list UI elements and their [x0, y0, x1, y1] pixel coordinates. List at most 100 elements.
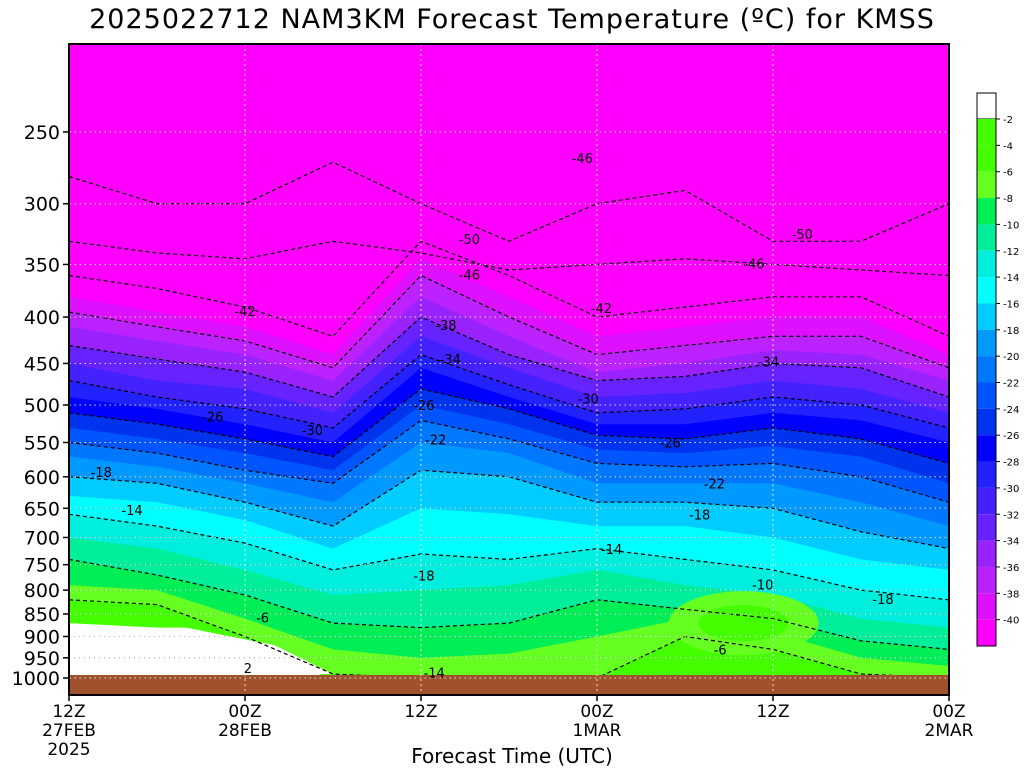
colorbar-label: -24: [1003, 405, 1019, 416]
colorbar-swatch: [977, 171, 996, 199]
contour-line: [69, 599, 897, 675]
x-axis-label: Forecast Time (UTC): [411, 744, 613, 768]
colorbar-label: -36: [1003, 563, 1019, 574]
x-tick-label: 28FEB: [218, 721, 272, 741]
x-tick-label: 1MAR: [573, 721, 622, 741]
colorbar-swatch: [977, 198, 996, 225]
contour-label: -50: [792, 228, 813, 243]
colorbar-label: -12: [1003, 247, 1019, 258]
colorbar-label: -6: [1003, 168, 1013, 179]
contour-line: [69, 419, 949, 503]
contour-line: [69, 469, 949, 550]
x-tick-label: 00Z: [932, 702, 965, 722]
contour-label: -34: [758, 356, 779, 371]
contour-label: -38: [435, 319, 456, 334]
contour-line: [69, 240, 949, 337]
y-tick-label: 750: [24, 555, 60, 577]
colorbar-swatch: [977, 329, 996, 357]
colorbar-label: -16: [1003, 299, 1019, 310]
colorbar-label: -28: [1003, 458, 1019, 469]
x-tick-label: 2MAR: [925, 721, 974, 741]
colorbar-swatch: [977, 514, 996, 541]
contour-label: -26: [660, 436, 681, 451]
contour-label: -18: [413, 570, 434, 585]
contour-label: -46: [459, 268, 480, 283]
y-tick-label: 450: [24, 353, 60, 375]
colorbar-label: -22: [1003, 379, 1019, 390]
colorbar-label: -34: [1003, 537, 1019, 548]
colorbar-swatch: [977, 145, 996, 172]
y-tick-label: 800: [24, 580, 60, 602]
colorbar-swatch: [977, 277, 996, 304]
colorbar-frame: [976, 92, 997, 647]
colorbar-label: -32: [1003, 510, 1019, 521]
colorbar-swatch: [977, 382, 996, 409]
y-tick-label: 850: [24, 604, 60, 626]
y-tick-label: 250: [24, 122, 60, 144]
x-tick-label: 27FEB: [42, 721, 96, 741]
contour-label: -18: [689, 508, 710, 523]
contour-line: [69, 240, 949, 277]
contour-line: [69, 316, 949, 398]
contour-label: -30: [302, 424, 323, 439]
contour-label: -22: [425, 434, 446, 449]
x-tick-label: 12Z: [756, 702, 789, 722]
colorbar-swatch: [977, 435, 996, 462]
colorbar-swatch: [977, 540, 996, 567]
contour-label: -14: [121, 504, 142, 519]
contour-line: [69, 274, 949, 369]
colorbar-swatch: [977, 119, 996, 146]
x-tick-label: 00Z: [228, 702, 261, 722]
colorbar-swatch: [977, 566, 996, 594]
contour-label: -26: [413, 399, 434, 414]
colorbar-swatch: [977, 224, 996, 251]
y-tick-label: 1000: [12, 668, 60, 690]
contour-label: -46: [572, 152, 593, 167]
y-tick-label: 300: [24, 194, 60, 216]
contour-label: -22: [704, 477, 725, 492]
y-tick-label: 500: [24, 395, 60, 417]
colorbar-label: -30: [1003, 484, 1019, 495]
grid-lines: [68, 44, 950, 695]
colorbar-label: -26: [1003, 431, 1019, 442]
y-tick-label: 350: [24, 254, 60, 276]
contour-label: -50: [459, 233, 480, 248]
contour-label: 2: [244, 662, 252, 677]
y-tick-label: 950: [24, 648, 60, 670]
colorbar-label: -40: [1003, 616, 1019, 627]
x-tick-label: 2025: [47, 740, 90, 760]
colorbar-label: -4: [1003, 141, 1013, 152]
contour-label: -6: [256, 612, 269, 627]
contour-label: -30: [578, 393, 599, 408]
colorbar-label: -38: [1003, 589, 1019, 600]
colorbar-label: -2: [1003, 115, 1013, 126]
y-tick-label: 900: [24, 626, 60, 648]
colorbar-label: -20: [1003, 352, 1019, 363]
colorbar-swatch: [977, 303, 996, 330]
y-tick-label: 700: [24, 527, 60, 549]
contour-labels: -46 -50 -50 -46 -46 -42 -42 -38 -34 -34 -30 -30 -26 -…: [91, 152, 894, 682]
x-tick-label: 00Z: [580, 702, 613, 722]
y-tick-label: 650: [24, 498, 60, 520]
colorbar-swatch: [977, 487, 996, 515]
colorbar-label: -10: [1003, 220, 1019, 231]
contour-label: -14: [601, 543, 622, 558]
ground-strip: [69, 675, 949, 695]
temperature-fill: [69, 44, 949, 675]
contour-label: -42: [591, 302, 612, 317]
contour-label: -18: [872, 593, 893, 608]
band-fill: [69, 627, 333, 675]
contour-label: -46: [743, 257, 764, 272]
colorbar-label: -8: [1003, 194, 1013, 205]
contour-label: -6: [714, 643, 727, 658]
colorbar-swatch: [977, 593, 996, 620]
colorbar-swatch: [977, 619, 996, 646]
contour-line: [69, 558, 949, 650]
contour-label: -10: [752, 579, 773, 594]
contour-label: -42: [234, 305, 255, 320]
warm-pocket: [698, 605, 789, 642]
colorbar: -2 -4 -6 -8 -10 -12 -14 -16 -18 -20 -22 -24 -26 -28 -3…: [976, 92, 1019, 647]
contour-label: -34: [440, 353, 461, 368]
colorbar-swatch: [977, 356, 996, 383]
